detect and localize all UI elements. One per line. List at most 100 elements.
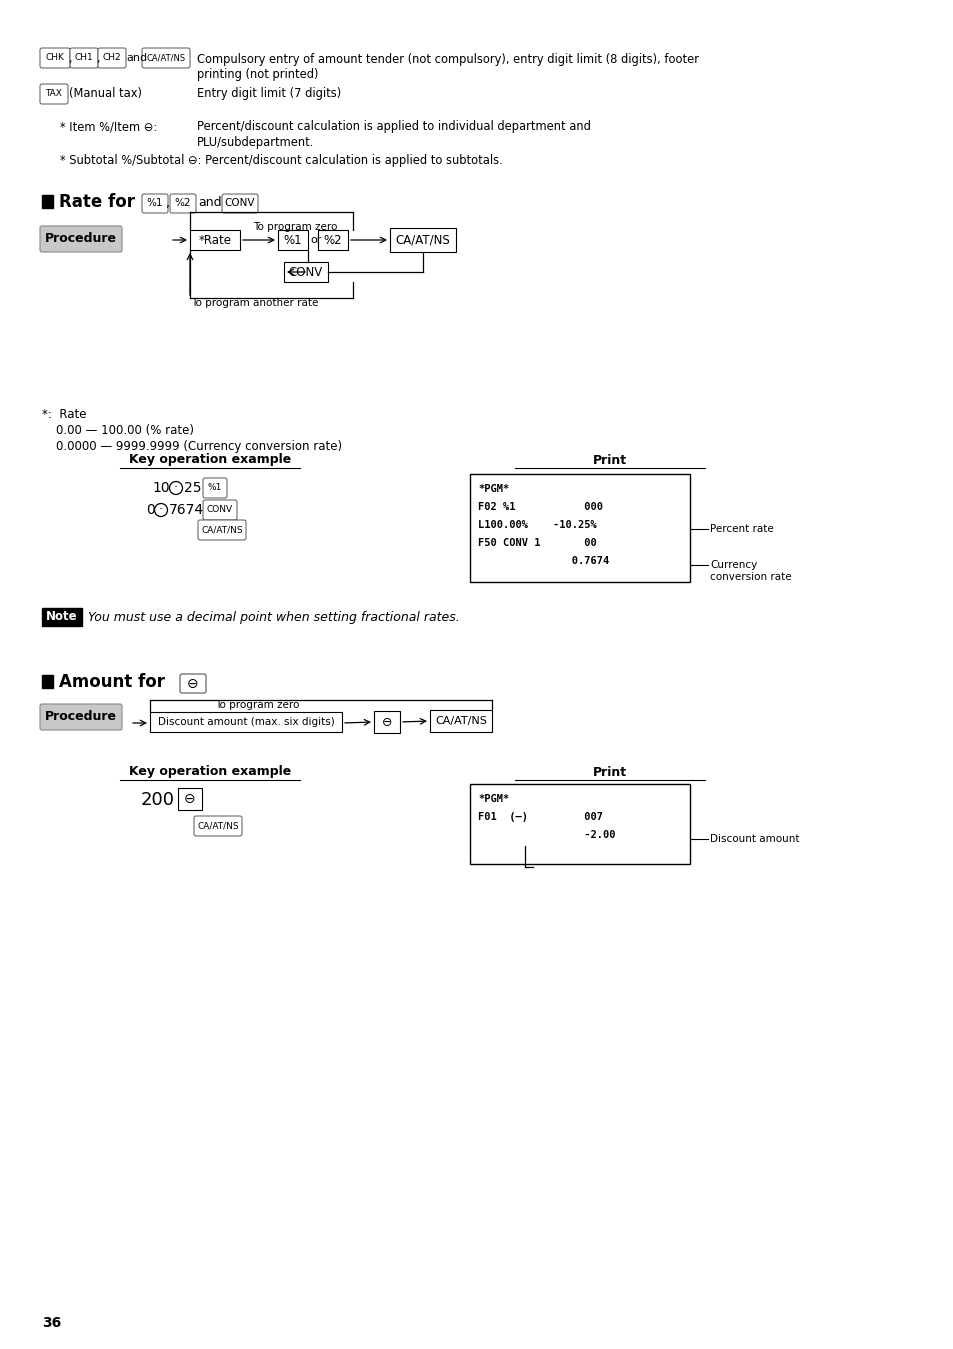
Text: Print: Print [593, 765, 626, 778]
Bar [374, 711, 399, 733]
Bar [42, 196, 53, 208]
Text: -2.00: -2.00 [477, 830, 615, 840]
Text: ,: , [96, 54, 99, 63]
Text: To program another rate: To program another rate [192, 298, 318, 308]
Text: %1: %1 [283, 233, 302, 247]
Text: CA/AT/NS: CA/AT/NS [146, 54, 186, 62]
Text: %1: %1 [147, 198, 163, 209]
Text: 7674: 7674 [169, 503, 204, 517]
Text: You must use a decimal point when setting fractional rates.: You must use a decimal point when settin… [88, 611, 459, 623]
Text: *PGM*: *PGM* [477, 795, 509, 804]
Text: 25: 25 [184, 482, 201, 495]
Text: Procedure: Procedure [45, 232, 117, 246]
Bar [284, 262, 328, 282]
Text: Compulsory entry of amount tender (not compulsory), entry digit limit (8 digits): Compulsory entry of amount tender (not c… [196, 53, 699, 66]
Text: Rate for: Rate for [59, 193, 135, 210]
Text: *PGM*: *PGM* [477, 484, 509, 494]
Text: 36: 36 [42, 1317, 61, 1330]
Bar [150, 712, 341, 733]
Text: Procedure: Procedure [45, 711, 117, 723]
Text: CONV: CONV [207, 506, 233, 514]
Text: ,: , [68, 54, 71, 63]
Text: CONV: CONV [225, 198, 255, 209]
Text: %2: %2 [323, 233, 342, 247]
Text: %2: %2 [174, 198, 191, 209]
Text: CONV: CONV [289, 266, 323, 278]
Text: Percent rate: Percent rate [709, 523, 773, 534]
FancyBboxPatch shape [98, 49, 126, 67]
Text: *Rate: *Rate [198, 233, 232, 247]
Text: * Subtotal %/Subtotal ⊖: Percent/discount calculation is applied to subtotals.: * Subtotal %/Subtotal ⊖: Percent/discoun… [60, 154, 502, 167]
FancyBboxPatch shape [40, 704, 122, 730]
Text: Key operation example: Key operation example [129, 765, 291, 778]
Text: 0.00 — 100.00 (% rate): 0.00 — 100.00 (% rate) [56, 424, 193, 437]
Text: %1: %1 [208, 483, 222, 492]
Text: CA/AT/NS: CA/AT/NS [435, 716, 486, 726]
Text: F50 CONV 1       00: F50 CONV 1 00 [477, 538, 597, 548]
Text: CA/AT/NS: CA/AT/NS [395, 233, 450, 247]
Text: To program zero: To program zero [253, 223, 337, 232]
Text: L100.00%    -10.25%: L100.00% -10.25% [477, 519, 597, 530]
Bar [190, 229, 240, 250]
FancyBboxPatch shape [198, 519, 246, 540]
Bar [430, 710, 492, 733]
Text: CH1: CH1 [74, 54, 93, 62]
FancyBboxPatch shape [40, 227, 122, 252]
Bar [317, 229, 348, 250]
Text: CHK: CHK [46, 54, 65, 62]
FancyBboxPatch shape [222, 194, 257, 213]
Text: and: and [198, 197, 221, 209]
Text: ·: · [159, 503, 163, 517]
FancyBboxPatch shape [70, 49, 98, 67]
FancyBboxPatch shape [142, 49, 190, 67]
Bar [42, 674, 53, 688]
Text: * Item %/Item ⊖:: * Item %/Item ⊖: [60, 120, 157, 134]
Bar [178, 788, 202, 809]
FancyBboxPatch shape [142, 194, 168, 213]
Text: F01  (—)         007: F01 (—) 007 [477, 812, 602, 822]
Text: F02 %1           000: F02 %1 000 [477, 502, 602, 513]
FancyBboxPatch shape [40, 49, 70, 67]
Text: To program zero: To program zero [214, 700, 299, 710]
Text: 0: 0 [146, 503, 154, 517]
Text: PLU/subdepartment.: PLU/subdepartment. [196, 136, 314, 148]
FancyBboxPatch shape [170, 194, 195, 213]
FancyBboxPatch shape [203, 500, 236, 519]
Text: ⊖: ⊖ [184, 792, 195, 805]
Bar [470, 473, 689, 581]
FancyBboxPatch shape [180, 674, 206, 693]
Text: 0.0000 — 9999.9999 (Currency conversion rate): 0.0000 — 9999.9999 (Currency conversion … [56, 440, 342, 453]
Text: TAX: TAX [46, 89, 62, 98]
Text: conversion rate: conversion rate [709, 572, 791, 581]
Text: ⊖: ⊖ [187, 676, 198, 691]
Bar [277, 229, 308, 250]
Text: *:  Rate: *: Rate [42, 407, 87, 421]
Bar [390, 228, 456, 252]
Text: ,: , [166, 197, 170, 209]
Text: Discount amount: Discount amount [709, 834, 799, 844]
Text: ⊖: ⊖ [381, 715, 392, 728]
Text: CH2: CH2 [103, 54, 121, 62]
Bar [470, 784, 689, 863]
Text: Note: Note [46, 611, 78, 623]
Text: or: or [310, 235, 321, 246]
Text: and: and [126, 53, 147, 63]
Text: Currency: Currency [709, 560, 757, 571]
Text: Discount amount (max. six digits): Discount amount (max. six digits) [157, 718, 334, 727]
Text: CA/AT/NS: CA/AT/NS [197, 822, 238, 831]
Text: printing (not printed): printing (not printed) [196, 67, 318, 81]
Text: Percent/discount calculation is applied to individual department and: Percent/discount calculation is applied … [196, 120, 590, 134]
Text: 200: 200 [141, 791, 174, 809]
Text: Key operation example: Key operation example [129, 453, 291, 467]
Text: 10: 10 [152, 482, 170, 495]
Text: (Manual tax): (Manual tax) [69, 88, 142, 100]
FancyBboxPatch shape [203, 478, 227, 498]
Text: Print: Print [593, 453, 626, 467]
Text: 0.7674: 0.7674 [477, 556, 609, 567]
FancyBboxPatch shape [40, 84, 68, 104]
FancyBboxPatch shape [193, 816, 242, 836]
Text: CA/AT/NS: CA/AT/NS [201, 526, 243, 534]
Bar [42, 608, 82, 626]
Text: Entry digit limit (7 digits): Entry digit limit (7 digits) [196, 88, 341, 100]
Text: ·: · [173, 482, 178, 495]
